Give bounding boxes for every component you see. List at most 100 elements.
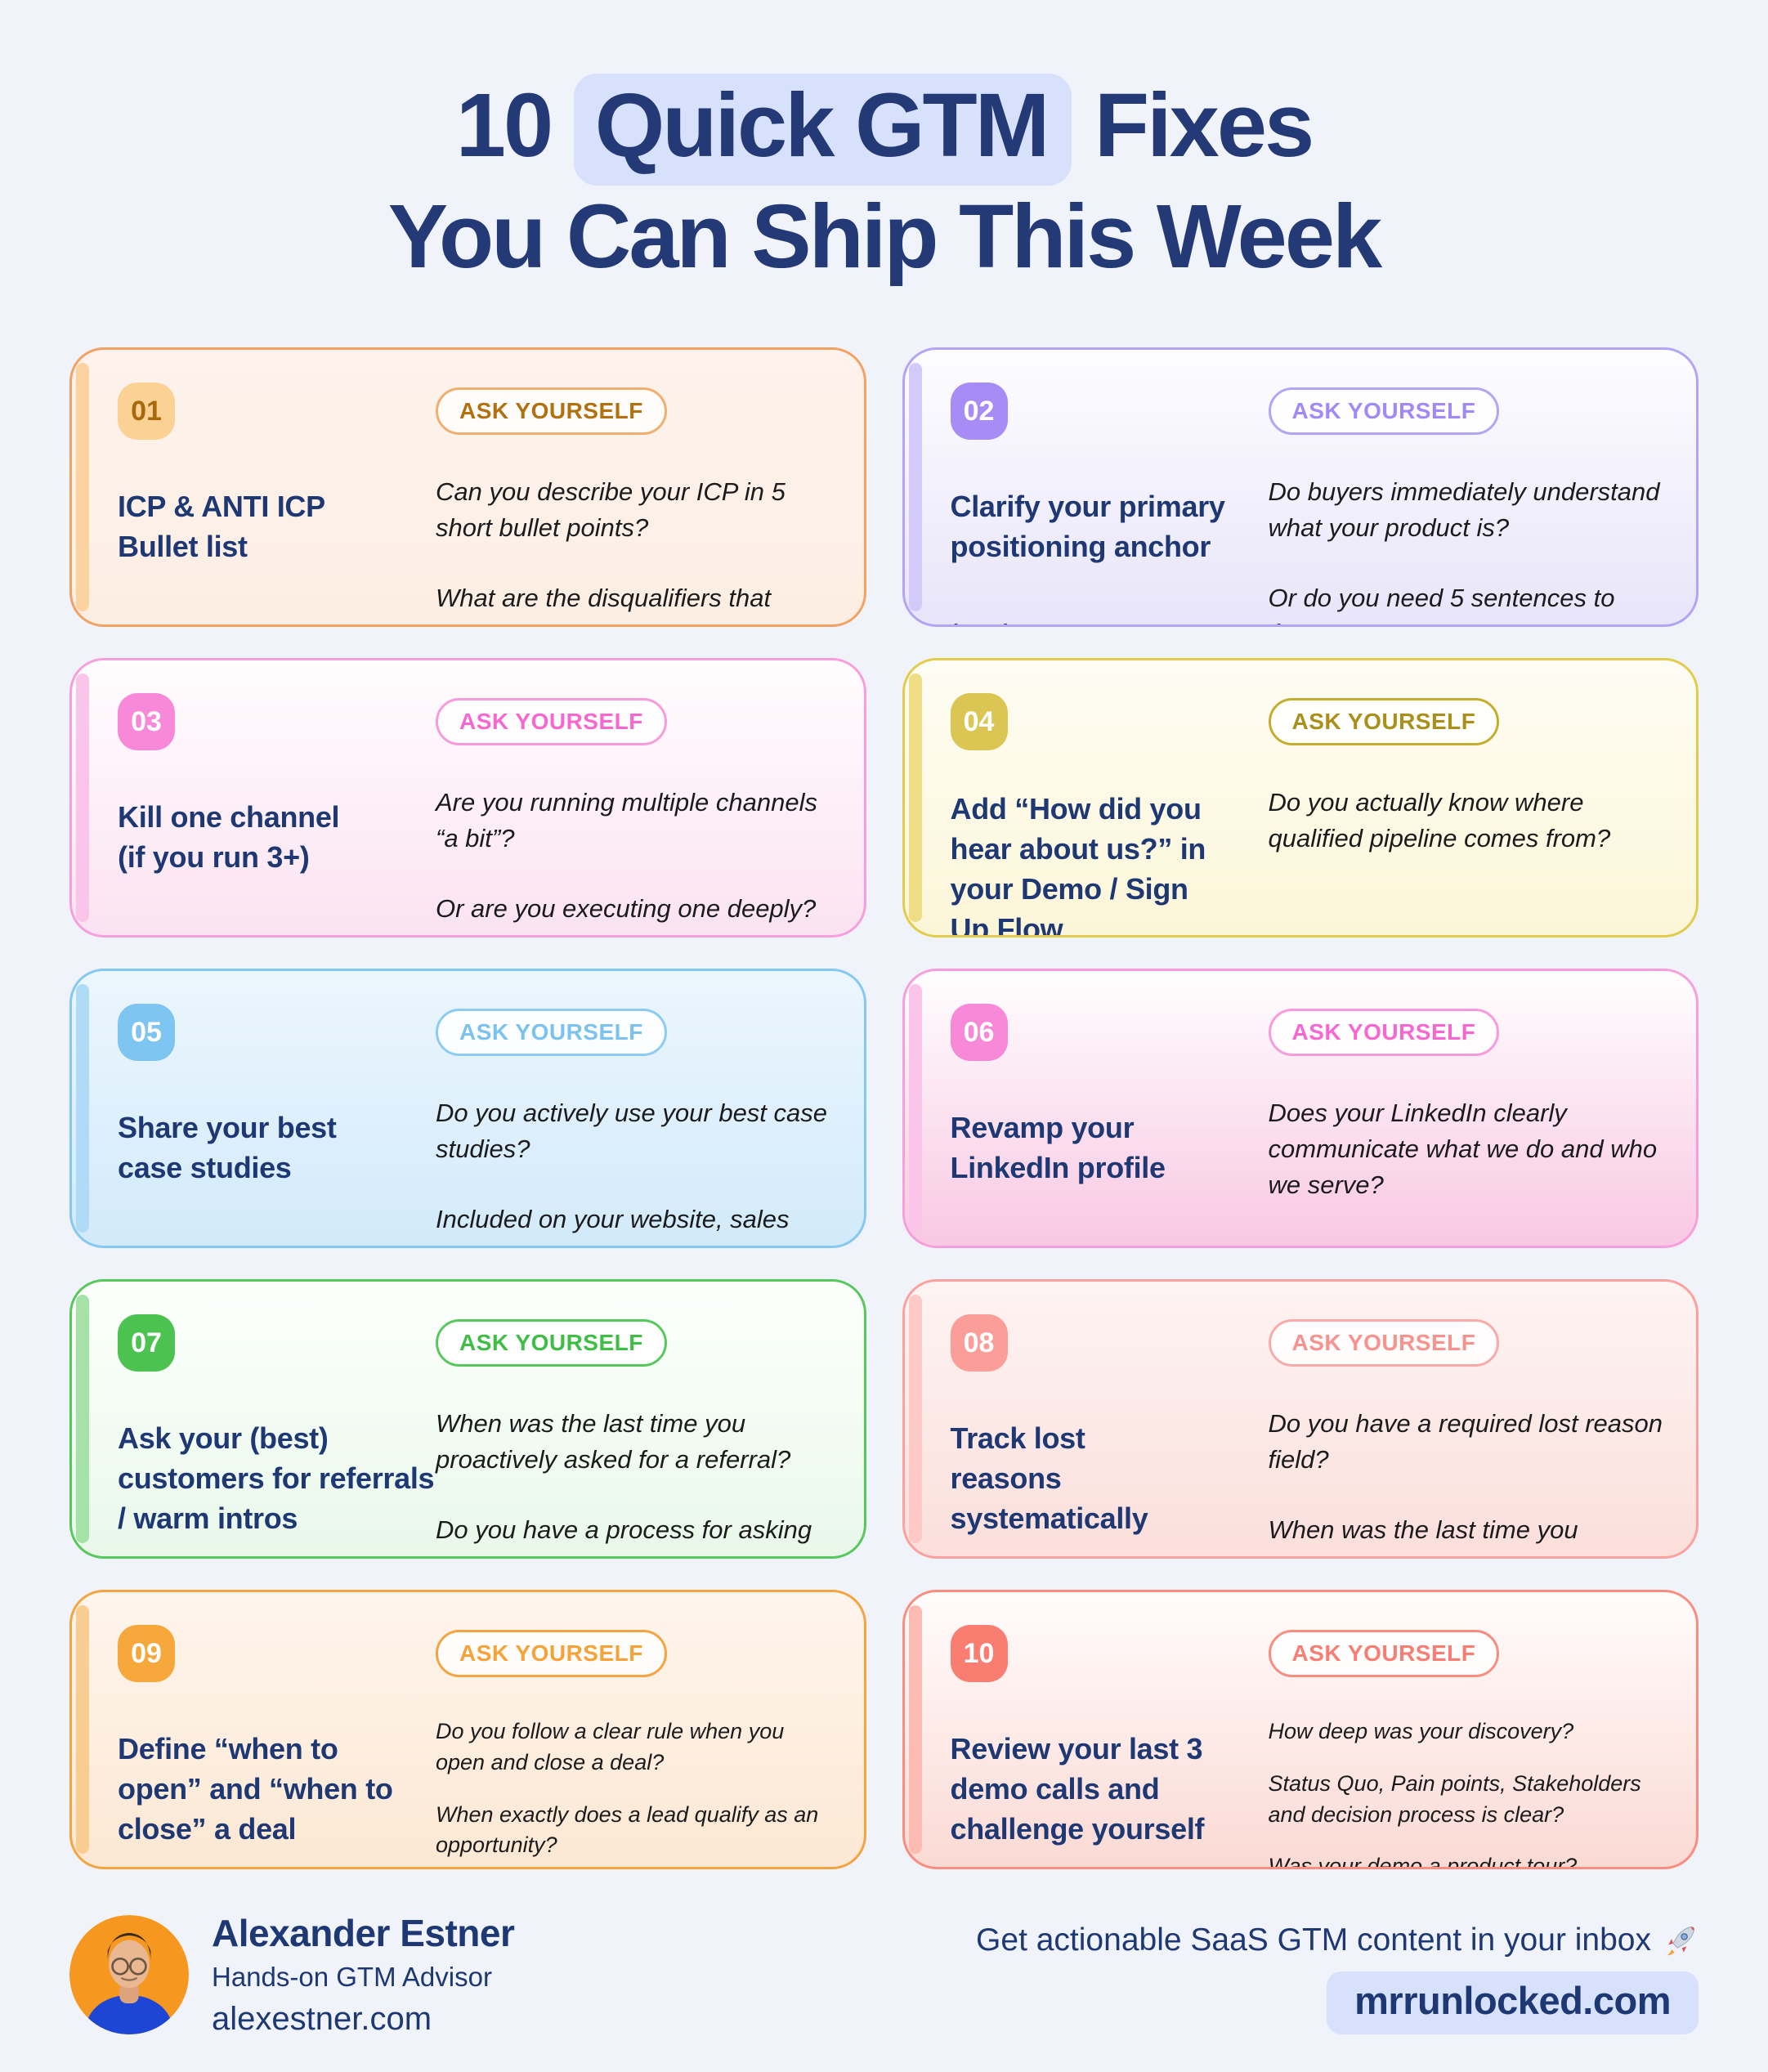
page-title: 10 Quick GTM Fixes You Can Ship This Wee…	[0, 70, 1768, 293]
author-website-link[interactable]: alexestner.com	[212, 2001, 432, 2037]
card-referrals: 07 ASK YOURSELF Ask your (best) customer…	[69, 1279, 866, 1559]
author-text: Alexander Estner Hands-on GTM Advisor al…	[212, 1911, 515, 2038]
card-title: Kill one channel (if you run 3+)	[118, 800, 340, 874]
card-questions: Does your LinkedIn clearly communicate w…	[1269, 1095, 1664, 1237]
ask-yourself-badge: ASK YOURSELF	[436, 1630, 667, 1677]
page-title-line1: 10 Quick GTM Fixes	[0, 70, 1768, 186]
card-title-block: Add “How did you hear about us?” in your…	[950, 775, 1206, 938]
title-post: Fixes	[1072, 75, 1314, 176]
ask-yourself-badge: ASK YOURSELF	[436, 1009, 667, 1056]
ask-yourself-badge: ASK YOURSELF	[1268, 387, 1500, 435]
newsletter-url-link[interactable]: mrrunlocked.com	[1327, 1971, 1699, 2034]
ask-yourself-badge: ASK YOURSELF	[436, 1319, 667, 1367]
card-title-block: Revamp your LinkedIn profile	[951, 1094, 1166, 1203]
card-questions: Do you actually know where qualified pip…	[1269, 785, 1664, 891]
card-title-block: Kill one channel (if you run 3+)	[118, 783, 340, 893]
card-number-badge: 05	[118, 1004, 175, 1061]
card-questions: When was the last time you proactively a…	[436, 1406, 831, 1556]
question: Do you follow a clear rule when you open…	[436, 1719, 785, 1774]
question: Was your demo a product tour?	[1268, 1854, 1578, 1869]
ask-yourself-badge: ASK YOURSELF	[436, 698, 667, 745]
card-title-block: Define “when to open” and “when to close…	[118, 1715, 393, 1864]
card-title: Share your best case studies	[118, 1111, 337, 1184]
rocket-icon	[1663, 1922, 1699, 1958]
cards-grid: 01 ASK YOURSELF ICP & ANTI ICP Bullet li…	[69, 347, 1699, 1869]
card-title-block: Ask your (best) customers for referrals …	[118, 1404, 435, 1554]
card-number-badge: 04	[950, 693, 1008, 750]
question: Status Quo, Pain points, Stakeholders an…	[1268, 1770, 1641, 1827]
question: Does your LinkedIn clearly communicate w…	[1268, 1099, 1658, 1200]
card-how-did-you-hear: 04 ASK YOURSELF Add “How did you hear ab…	[902, 658, 1699, 938]
ask-yourself-badge: ASK YOURSELF	[1268, 1009, 1500, 1056]
card-number-badge: 02	[950, 383, 1008, 440]
card-title-block: Track lost reasons systematically	[951, 1404, 1148, 1554]
title-pre: 10	[455, 75, 574, 176]
card-questions: Can you describe your ICP in 5 short bul…	[436, 474, 831, 624]
question: When was the last time you reviewed your…	[1268, 1515, 1584, 1556]
card-title: Ask your (best) customers for referrals …	[118, 1421, 435, 1535]
question: When was the last time you proactively a…	[436, 1409, 791, 1475]
author-avatar	[69, 1914, 189, 2034]
newsletter-cta: Get actionable SaaS GTM content in your …	[976, 1911, 1699, 2034]
cta-text-line: Get actionable SaaS GTM content in your …	[976, 1922, 1699, 1958]
title-highlight: Quick GTM	[573, 74, 1072, 186]
question: Included on your website, sales emails, …	[436, 1205, 790, 1246]
ask-yourself-badge: ASK YOURSELF	[1268, 1630, 1500, 1677]
page-title-line2: You Can Ship This Week	[387, 186, 1382, 288]
card-number-badge: 09	[118, 1625, 175, 1682]
card-title: Revamp your LinkedIn profile	[950, 1111, 1166, 1184]
question: When exactly does a lead qualify as an o…	[436, 1801, 819, 1858]
question: Do buyers immediately understand what yo…	[1268, 477, 1660, 543]
card-title: Add “How did you hear about us?” in your…	[950, 792, 1206, 938]
card-number-badge: 10	[950, 1625, 1008, 1682]
card-lost-reasons: 08 ASK YOURSELF Track lost reasons syste…	[902, 1279, 1699, 1559]
card-title: Clarify your primary positioning anchor	[950, 490, 1225, 563]
card-questions: Do you actively use your best case studi…	[436, 1095, 831, 1246]
card-questions: Do you have a required lost reason field…	[1268, 1406, 1664, 1556]
card-icp-anti-icp: 01 ASK YOURSELF ICP & ANTI ICP Bullet li…	[69, 347, 866, 627]
question: What are the disqualifiers that define y…	[436, 584, 772, 624]
question: Can you describe your ICP in 5 short bul…	[436, 477, 786, 543]
card-linkedin-profile: 06 ASK YOURSELF Revamp your LinkedIn pro…	[902, 969, 1699, 1248]
card-open-close-deal: 09 ASK YOURSELF Define “when to open” an…	[69, 1590, 866, 1869]
card-number-badge: 08	[950, 1314, 1008, 1372]
card-questions: Are you running multiple channels “a bit…	[436, 785, 831, 935]
question: Do you have a required lost reason field…	[1268, 1409, 1663, 1475]
ask-yourself-badge: ASK YOURSELF	[1268, 698, 1500, 745]
card-number-badge: 06	[950, 1004, 1008, 1061]
card-title-block: Review your last 3 demo calls and challe…	[951, 1715, 1205, 1864]
card-questions: How deep was your discovery? Status Quo,…	[1268, 1716, 1664, 1869]
question: How deep was your discovery?	[1268, 1719, 1574, 1743]
card-case-studies: 05 ASK YOURSELF Share your best case stu…	[69, 969, 866, 1248]
question: Do you actually know where qualified pip…	[1268, 788, 1611, 853]
cta-text: Get actionable SaaS GTM content in your …	[976, 1922, 1651, 1958]
footer: Alexander Estner Hands-on GTM Advisor al…	[69, 1911, 1699, 2038]
author-block: Alexander Estner Hands-on GTM Advisor al…	[69, 1911, 515, 2038]
card-positioning-anchor: 02 ASK YOURSELF Clarify your primary pos…	[902, 347, 1699, 627]
author-name: Alexander Estner	[212, 1912, 515, 1954]
card-title-block: Clarify your primary positioning anchor …	[950, 472, 1285, 624]
card-kill-one-channel: 03 ASK YOURSELF Kill one channel (if you…	[69, 658, 866, 938]
card-questions: Do buyers immediately understand what yo…	[1268, 474, 1664, 624]
card-subtitle: (product category or use case)	[951, 620, 1285, 624]
card-title: ICP & ANTI ICP Bullet list	[118, 490, 325, 563]
question: Or do you need 5 sentences to explain wh…	[1268, 584, 1615, 624]
card-number-badge: 01	[118, 383, 175, 440]
card-title: Review your last 3 demo calls and challe…	[950, 1732, 1205, 1846]
card-questions: Do you follow a clear rule when you open…	[436, 1716, 831, 1867]
card-title: Track lost reasons systematically	[950, 1421, 1148, 1535]
card-title: Define “when to open” and “when to close…	[118, 1732, 393, 1846]
question: Do you actively use your best case studi…	[436, 1099, 828, 1164]
card-number-badge: 03	[118, 693, 175, 750]
ask-yourself-badge: ASK YOURSELF	[436, 387, 667, 435]
card-title-block: ICP & ANTI ICP Bullet list	[118, 472, 325, 582]
card-number-badge: 07	[118, 1314, 175, 1372]
card-review-demo-calls: 10 ASK YOURSELF Review your last 3 demo …	[902, 1590, 1699, 1869]
question: Or are you executing one deeply?	[436, 894, 817, 924]
card-title-block: Share your best case studies	[118, 1094, 337, 1203]
question: Are you running multiple channels “a bit…	[436, 788, 817, 853]
question: Do you have a process for asking custome…	[436, 1515, 812, 1556]
ask-yourself-badge: ASK YOURSELF	[1268, 1319, 1500, 1367]
author-role: Hands-on GTM Advisor	[212, 1962, 492, 1992]
